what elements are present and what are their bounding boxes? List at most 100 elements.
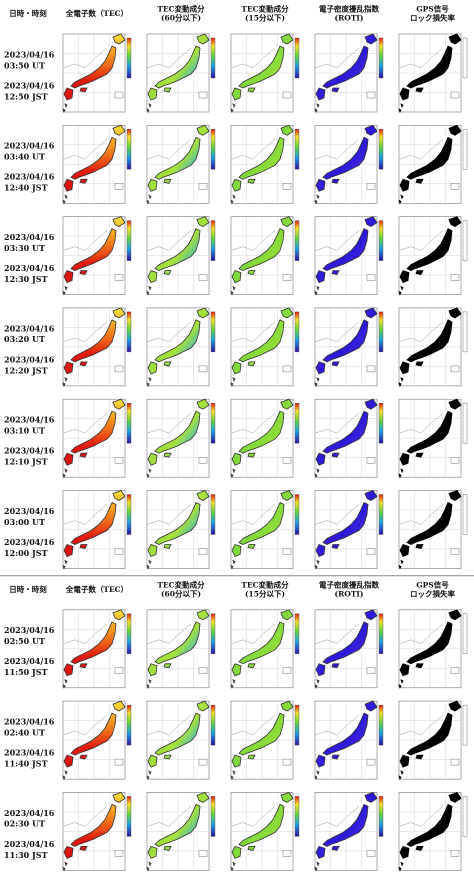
colorbar: [378, 129, 384, 170]
japan-data: [398, 398, 462, 479]
colorbar: [462, 220, 468, 261]
time-label: 2023/04/16: [4, 537, 55, 547]
colorbar: [210, 494, 216, 535]
japan-data: [146, 609, 210, 689]
coast-outline: [314, 139, 360, 160]
column-header: 全電子数（TEC）: [65, 8, 128, 18]
column-header: (15分以下): [245, 588, 285, 598]
map-plot: [398, 609, 468, 689]
coast-outline: [398, 139, 444, 160]
japan-data: [230, 490, 294, 570]
map-plot: [146, 609, 216, 689]
column-header: (ROTI): [335, 14, 364, 23]
japan-data: [314, 216, 378, 296]
legend-box: [366, 850, 376, 857]
japan-data: [230, 609, 294, 689]
colorbar: [462, 37, 468, 79]
japan-data: [230, 124, 294, 205]
colorbar: [294, 494, 300, 535]
japan-data: [146, 33, 210, 114]
colorbar: [210, 796, 216, 837]
coast-outline: [146, 714, 192, 736]
colorbar: [294, 129, 300, 170]
map-plot: [314, 216, 384, 296]
map-plot: [146, 490, 216, 570]
coast-outline: [314, 230, 360, 251]
map-plot: [146, 791, 216, 872]
colorbar: [210, 129, 216, 170]
colorbar: [126, 494, 132, 535]
legend-box: [366, 365, 376, 373]
coast-outline: [314, 714, 360, 736]
legend-box: [114, 274, 124, 281]
legend-box: [282, 667, 292, 674]
legend-box: [450, 758, 460, 766]
coast-outline: [230, 47, 276, 69]
legend-box: [282, 850, 292, 857]
japan-data: [230, 700, 294, 781]
japan-data: [314, 398, 378, 479]
coast-outline: [314, 623, 360, 645]
coast-outline: [230, 413, 276, 434]
coast-outline: [314, 504, 360, 525]
time-label: 2023/04/16: [4, 625, 55, 635]
colorbar: [126, 37, 132, 79]
map-plot: [62, 398, 132, 479]
column-header: ロック損失率: [410, 13, 455, 23]
coast-outline: [314, 806, 360, 827]
legend-box: [282, 91, 292, 99]
time-label: 2023/04/16: [4, 446, 55, 456]
coast-outline: [230, 504, 276, 525]
coast-outline: [146, 321, 192, 343]
map-plot: [398, 700, 468, 781]
japan-data: [230, 398, 294, 479]
colorbar: [378, 494, 384, 535]
legend-box: [114, 758, 124, 766]
japan-data: [398, 216, 462, 296]
japan-data: [62, 791, 126, 872]
coast-outline: [314, 47, 360, 69]
map-plot: [230, 307, 300, 387]
coast-outline: [230, 230, 276, 251]
time-label: 03:30 UT: [4, 243, 45, 253]
legend-box: [366, 457, 376, 464]
map-plot: [398, 398, 468, 479]
map-plot: [398, 791, 468, 872]
colorbar: [126, 220, 132, 261]
coast-outline: [230, 139, 276, 160]
column-header: (60分以下): [161, 588, 201, 598]
legend-box: [366, 758, 376, 766]
colorbar: [462, 613, 468, 654]
legend-box: [282, 274, 292, 281]
coast-outline: [314, 413, 360, 434]
legend-box: [450, 365, 460, 373]
coast-outline: [398, 321, 444, 343]
time-label: 2023/04/16: [4, 506, 55, 516]
japan-data: [146, 124, 210, 205]
map-plot: [230, 490, 300, 570]
coast-outline: [230, 321, 276, 343]
legend-box: [114, 548, 124, 555]
colorbar: [378, 403, 384, 444]
coast-outline: [398, 806, 444, 827]
legend-box: [114, 183, 124, 190]
coast-outline: [62, 623, 108, 645]
map-plot: [314, 398, 384, 479]
japan-data: [62, 124, 126, 205]
map-plot: [230, 33, 300, 114]
map-plot: [230, 398, 300, 479]
map-plot: [314, 700, 384, 781]
legend-box: [198, 457, 208, 464]
japan-data: [314, 609, 378, 689]
japan-data: [62, 700, 126, 781]
coast-outline: [62, 139, 108, 160]
colorbar: [210, 220, 216, 261]
legend-box: [450, 457, 460, 464]
coast-outline: [146, 230, 192, 251]
colorbar: [210, 403, 216, 444]
coast-outline: [146, 47, 192, 69]
colorbar: [210, 37, 216, 79]
japan-data: [62, 307, 126, 387]
legend-box: [450, 667, 460, 674]
coast-outline: [146, 623, 192, 645]
